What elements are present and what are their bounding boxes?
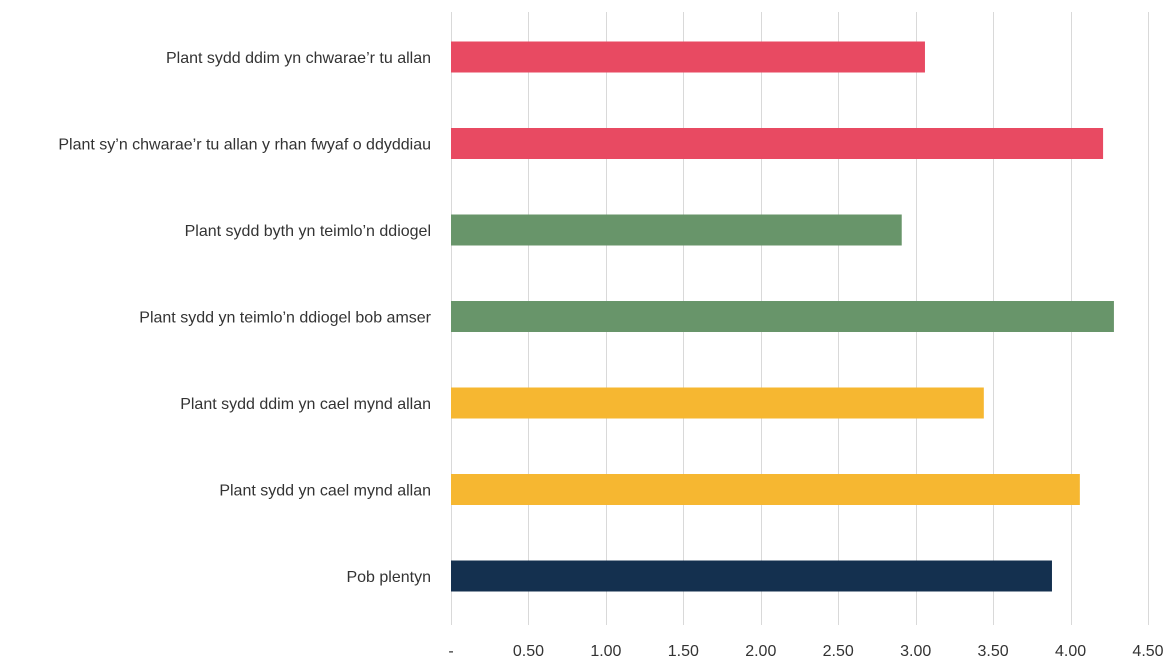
bar-1	[451, 128, 1104, 159]
category-label-layer: Plant sydd ddim yn chwarae’r tu allan Pla…	[58, 50, 431, 586]
x-tick-label-2: 1.00	[590, 643, 621, 658]
x-tick-label-layer: - 0.50 1.00 1.50 2.00 2.50 3.00 3.50 4.00 4.50	[448, 643, 1163, 658]
x-tick-label-3: 1.50	[668, 643, 699, 658]
x-tick-label-1: 0.50	[513, 643, 544, 658]
category-label-0: Plant sydd ddim yn chwarae’r tu allan	[166, 50, 431, 67]
x-tick-label-7: 3.50	[978, 643, 1009, 658]
x-tick-label-5: 2.50	[823, 643, 854, 658]
bar-2	[451, 214, 902, 246]
bar-layer	[451, 41, 1114, 592]
x-tick-label-8: 4.00	[1055, 643, 1086, 658]
bar-5	[451, 474, 1080, 505]
x-tick-label-0: -	[448, 643, 453, 658]
x-tick-label-6: 3.00	[900, 643, 931, 658]
bar-4	[451, 387, 984, 419]
category-label-3: Plant sydd yn teimlo’n ddiogel bob amser	[139, 310, 431, 327]
category-label-6: Pob plentyn	[346, 569, 431, 586]
bar-3	[451, 301, 1114, 332]
category-label-1: Plant sy’n chwarae’r tu allan y rhan fwy…	[58, 137, 431, 154]
category-label-4: Plant sydd ddim yn cael mynd allan	[180, 396, 431, 413]
x-tick-label-9: 4.50	[1132, 643, 1163, 658]
category-label-2: Plant sydd byth yn teimlo’n ddiogel	[185, 223, 431, 240]
bar-0	[451, 41, 925, 73]
x-tick-label-4: 2.00	[745, 643, 776, 658]
category-label-5: Plant sydd yn cael mynd allan	[219, 483, 431, 500]
bar-6	[451, 560, 1052, 592]
